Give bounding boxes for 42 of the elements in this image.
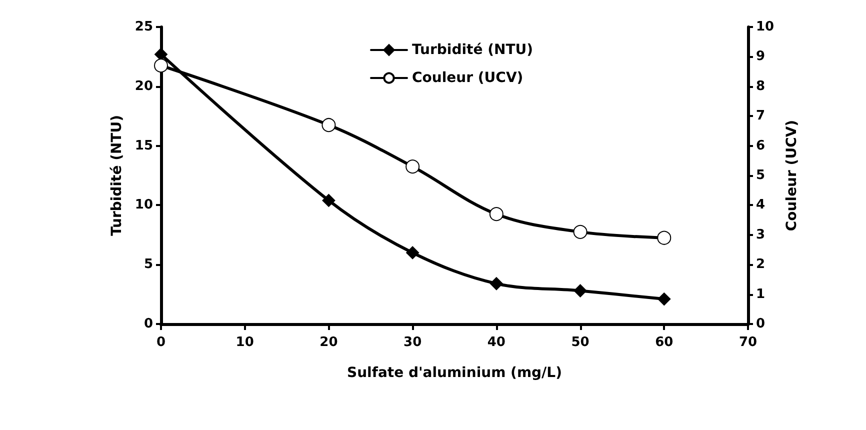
- point: [489, 207, 504, 222]
- x-tick-label: 0: [156, 335, 166, 350]
- y2-tick-label: 3: [756, 227, 766, 242]
- legend-label: Turbidité (NTU): [412, 42, 534, 58]
- x-tick-label: 60: [655, 335, 674, 350]
- y2-tick-label: 9: [756, 49, 766, 64]
- y2-tick-label: 10: [756, 20, 774, 34]
- y2-tick-label: 8: [756, 78, 766, 94]
- y2-tick-label: 4: [756, 198, 766, 213]
- y2-tick-label: 0: [756, 316, 766, 332]
- x-tick-label: 10: [236, 335, 254, 350]
- point: [490, 277, 503, 290]
- point: [406, 246, 420, 260]
- x-tick-label: 20: [320, 335, 338, 350]
- point: [154, 48, 168, 61]
- point: [406, 160, 420, 174]
- x-tick-label: 40: [487, 335, 506, 350]
- y2-tick-label: 5: [756, 168, 766, 183]
- y-tick-label: 25: [134, 20, 153, 34]
- point: [322, 194, 336, 207]
- point: [573, 224, 588, 239]
- y2-tick-label: 1: [756, 286, 766, 302]
- point: [574, 284, 587, 298]
- legend-label: Couleur (UCV): [412, 70, 524, 86]
- point: [657, 230, 672, 245]
- y2-tick-label: 6: [756, 138, 766, 154]
- y-axis-title: Turbidité (NTU): [109, 114, 126, 236]
- y2-tick-label: 7: [756, 108, 766, 124]
- y-tick-label: 10: [134, 198, 153, 213]
- x-tick-label: 50: [571, 335, 590, 350]
- y2-tick-label: 2: [756, 257, 766, 272]
- y-tick-label: 0: [144, 316, 153, 332]
- x-axis-title: Sulfate d'aluminium (mg/L): [347, 365, 562, 381]
- point: [322, 118, 336, 132]
- y-tick-label: 20: [134, 78, 153, 94]
- x-tick-label: 30: [404, 335, 422, 350]
- y-tick-label: 5: [144, 257, 153, 272]
- y2-axis-title: Couleur (UCV): [784, 120, 800, 232]
- point: [658, 292, 671, 306]
- y-tick-label: 15: [134, 138, 153, 154]
- point: [154, 58, 168, 73]
- x-tick-label: 70: [738, 335, 758, 350]
